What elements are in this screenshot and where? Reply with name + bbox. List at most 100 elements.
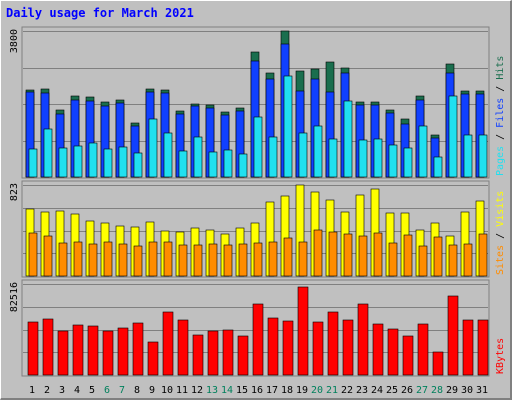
x-tick-label: 22 <box>341 385 353 396</box>
bar-kbytes <box>42 318 54 376</box>
bar-pages <box>358 139 368 178</box>
bar-sites <box>88 243 98 277</box>
bar-sites <box>163 241 173 277</box>
bar-sites <box>208 243 218 277</box>
bar-kbytes <box>447 295 459 376</box>
legend-item-hits: Hits <box>495 56 506 80</box>
bar-kbytes <box>147 341 159 376</box>
bar-pages <box>88 142 98 178</box>
y-max-label: 823 <box>9 183 20 201</box>
bar-sites <box>268 241 278 277</box>
bar-sites <box>223 244 233 277</box>
legend-1: Sites / Visits <box>495 191 506 275</box>
x-tick-label: 31 <box>476 385 488 396</box>
legend-separator: / <box>495 128 506 146</box>
bar-pages <box>28 148 38 178</box>
bar-sites <box>283 237 293 277</box>
bar-sites <box>238 243 248 277</box>
bar-kbytes <box>192 334 204 376</box>
bar-sites <box>43 235 53 277</box>
x-tick-label: 20 <box>311 385 323 396</box>
bar-pages <box>58 147 68 178</box>
x-tick-label: 13 <box>206 385 218 396</box>
bar-kbytes <box>177 319 189 376</box>
bar-kbytes <box>327 311 339 376</box>
bar-kbytes <box>372 323 384 376</box>
bar-sites <box>478 233 488 277</box>
bar-sites <box>328 231 338 277</box>
bar-kbytes <box>387 328 399 376</box>
bar-pages <box>328 138 338 178</box>
x-tick-label: 11 <box>176 385 188 396</box>
bar-kbytes <box>402 335 414 376</box>
bar-pages <box>388 144 398 178</box>
x-tick-label: 4 <box>74 385 80 396</box>
legend-item-files: Files <box>495 98 506 128</box>
bar-sites <box>343 233 353 277</box>
bar-sites <box>373 232 383 277</box>
bar-pages <box>148 118 158 178</box>
bar-kbytes <box>417 323 429 376</box>
x-tick-label: 8 <box>134 385 140 396</box>
bar-pages <box>298 132 308 178</box>
x-tick-label: 26 <box>401 385 413 396</box>
x-tick-label: 30 <box>461 385 473 396</box>
bar-sites <box>178 244 188 277</box>
bar-pages <box>373 138 383 178</box>
bar-kbytes <box>162 311 174 376</box>
bar-sites <box>28 232 38 277</box>
bar-pages <box>478 134 488 178</box>
bar-sites <box>298 241 308 277</box>
bar-pages <box>313 125 323 178</box>
bar-pages <box>343 100 353 178</box>
bar-sites <box>403 234 413 277</box>
bar-kbytes <box>462 319 474 376</box>
bar-kbytes <box>297 286 309 376</box>
bar-kbytes <box>477 319 489 376</box>
x-tick-label: 3 <box>59 385 65 396</box>
x-tick-label: 24 <box>371 385 383 396</box>
bar-kbytes <box>342 319 354 376</box>
bar-sites <box>148 241 158 277</box>
bar-pages <box>178 150 188 178</box>
bar-pages <box>433 156 443 178</box>
bar-pages <box>208 151 218 178</box>
bar-sites <box>103 241 113 277</box>
bar-kbytes <box>57 330 69 376</box>
x-tick-label: 9 <box>149 385 155 396</box>
x-tick-label: 10 <box>161 385 173 396</box>
bar-sites <box>463 243 473 277</box>
y-max-label: 82516 <box>9 282 20 312</box>
bar-kbytes <box>357 303 369 376</box>
x-tick-label: 27 <box>416 385 428 396</box>
bar-pages <box>238 153 248 178</box>
bar-pages <box>268 136 278 178</box>
bar-sites <box>448 244 458 277</box>
legend-2: KBytes <box>495 338 506 374</box>
x-tick-label: 15 <box>236 385 248 396</box>
legend-item-kbytes: KBytes <box>495 338 506 374</box>
bar-kbytes <box>432 351 444 376</box>
legend-item-visits: Visits <box>495 191 506 227</box>
bar-pages <box>73 145 83 178</box>
bar-kbytes <box>252 303 264 376</box>
bar-kbytes <box>27 321 39 376</box>
bar-sites <box>253 242 263 277</box>
x-tick-label: 2 <box>44 385 50 396</box>
x-tick-label: 14 <box>221 385 233 396</box>
bar-pages <box>448 95 458 178</box>
bar-sites <box>73 241 83 277</box>
bar-kbytes <box>72 324 84 376</box>
bar-kbytes <box>267 317 279 376</box>
bar-kbytes <box>237 335 249 376</box>
legend-item-pages: Pages <box>495 146 506 176</box>
y-max-label: 3800 <box>9 29 20 53</box>
bar-sites <box>358 235 368 277</box>
x-tick-label: 17 <box>266 385 278 396</box>
bar-pages <box>283 75 293 178</box>
bar-kbytes <box>207 330 219 376</box>
bar-kbytes <box>312 321 324 376</box>
x-tick-label: 12 <box>191 385 203 396</box>
bar-pages <box>103 148 113 178</box>
